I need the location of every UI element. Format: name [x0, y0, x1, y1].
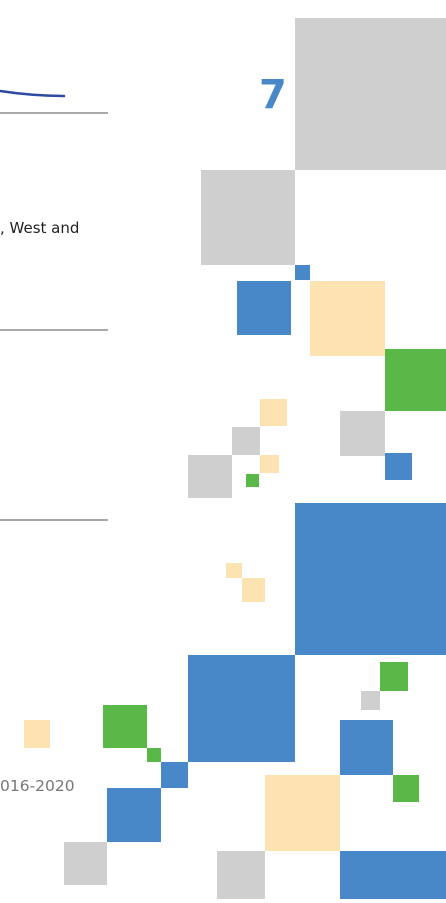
body-text: , West and — [0, 219, 79, 237]
square — [361, 691, 380, 710]
square — [265, 775, 340, 851]
square — [295, 503, 446, 655]
square — [107, 788, 161, 842]
square — [103, 705, 147, 748]
square — [226, 563, 242, 578]
page-number: 7 — [259, 72, 287, 118]
square — [340, 411, 385, 456]
square — [232, 427, 260, 455]
square — [242, 578, 265, 602]
square — [64, 842, 107, 885]
square — [310, 281, 385, 356]
square — [385, 349, 446, 411]
square — [260, 455, 279, 473]
square — [393, 775, 419, 802]
square — [385, 453, 412, 480]
square — [217, 851, 265, 899]
square — [237, 281, 291, 335]
square — [340, 851, 446, 899]
decorative-squares — [24, 18, 446, 899]
square — [188, 655, 295, 762]
page: 7 , West and 016-2020 — [0, 0, 446, 899]
square — [380, 662, 408, 691]
square — [340, 720, 393, 775]
square — [295, 265, 310, 280]
square — [246, 474, 259, 487]
square — [201, 170, 295, 265]
square — [24, 720, 50, 748]
signature-stroke — [0, 91, 64, 96]
square — [260, 399, 287, 426]
square — [161, 762, 188, 788]
square — [295, 18, 446, 170]
footer-text: 016-2020 — [0, 777, 75, 795]
square — [147, 748, 161, 762]
square — [188, 455, 232, 498]
